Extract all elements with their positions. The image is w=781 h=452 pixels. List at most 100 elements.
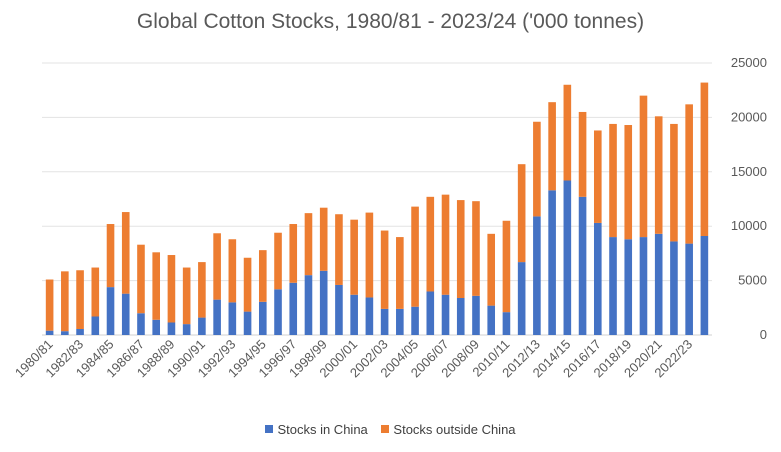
bar-outside-china xyxy=(487,233,496,306)
bar-outside-china xyxy=(167,255,176,323)
bar-outside-china xyxy=(426,196,435,292)
bar-outside-china xyxy=(61,271,69,332)
bar-outside-china xyxy=(396,237,404,309)
bar-china xyxy=(304,275,313,335)
bar-china xyxy=(258,301,267,335)
bar-china xyxy=(45,330,54,335)
bar-outside-china xyxy=(517,164,526,263)
bar-china xyxy=(670,241,678,335)
y-tick-label: 15000 xyxy=(731,164,767,179)
bar-outside-china xyxy=(624,125,633,240)
bar-outside-china xyxy=(106,224,115,288)
bar-outside-china xyxy=(365,212,374,298)
bar-china xyxy=(700,235,709,335)
bar-outside-china xyxy=(639,95,648,238)
bar-china xyxy=(91,316,100,335)
bar-outside-china xyxy=(228,239,237,303)
bar-outside-china xyxy=(502,220,511,313)
bar-outside-china xyxy=(350,219,358,295)
bar-china xyxy=(517,262,526,335)
bar-outside-china xyxy=(45,279,54,331)
bar-china xyxy=(365,297,374,335)
bar-china xyxy=(319,270,328,335)
bar-outside-china xyxy=(548,102,556,191)
bar-outside-china xyxy=(304,213,313,276)
legend-label-china: Stocks in China xyxy=(277,421,368,437)
bar-outside-china xyxy=(335,214,343,285)
y-axis-ticks: 0 5000 10000 15000 20000 25000 xyxy=(731,55,767,342)
bar-china xyxy=(639,237,648,335)
bar-china xyxy=(152,319,161,335)
bar-china xyxy=(243,311,252,335)
y-tick-label: 20000 xyxy=(731,109,767,124)
bar-china xyxy=(548,190,556,335)
bar-outside-china xyxy=(152,252,161,320)
bar-outside-china xyxy=(121,212,130,294)
bar-outside-china xyxy=(456,200,465,299)
bar-outside-china xyxy=(274,232,282,290)
bar-outside-china xyxy=(411,206,419,307)
legend-swatch-china xyxy=(265,425,274,433)
legend-item-china: Stocks in China xyxy=(265,421,368,437)
bar-series xyxy=(45,82,709,335)
y-tick-label: 5000 xyxy=(738,273,767,288)
bar-china xyxy=(137,313,145,335)
legend-swatch-outside-china xyxy=(381,425,390,433)
bar-china xyxy=(380,308,389,335)
bar-outside-china xyxy=(670,123,678,242)
bar-china xyxy=(456,298,465,335)
bar-outside-china xyxy=(472,201,480,296)
chart-title: Global Cotton Stocks, 1980/81 - 2023/24 … xyxy=(136,10,645,33)
bar-china xyxy=(624,239,633,335)
legend-item-outside-china: Stocks outside China xyxy=(381,421,516,437)
bar-china xyxy=(335,284,343,335)
bar-china xyxy=(609,237,617,335)
y-tick-label: 25000 xyxy=(731,55,767,70)
bar-china xyxy=(274,289,282,335)
bar-china xyxy=(289,282,298,335)
y-tick-label: 10000 xyxy=(731,218,767,233)
bar-outside-china xyxy=(319,207,328,271)
bar-china xyxy=(350,294,358,335)
bar-outside-china xyxy=(76,270,84,330)
bar-china xyxy=(228,302,237,335)
bar-china xyxy=(563,180,572,335)
bar-outside-china xyxy=(563,84,572,181)
bar-china xyxy=(167,322,176,335)
bar-china xyxy=(593,222,602,335)
y-tick-label: 0 xyxy=(760,327,767,342)
bar-outside-china xyxy=(182,267,191,325)
x-axis-ticks: 1980/811982/831984/851986/871988/891990/… xyxy=(12,337,695,381)
bar-china xyxy=(426,291,435,335)
bar-outside-china xyxy=(258,250,267,302)
bar-china xyxy=(578,196,587,335)
bar-china xyxy=(76,329,84,335)
bar-outside-china xyxy=(685,104,693,244)
bar-outside-china xyxy=(289,224,298,283)
bar-china xyxy=(213,299,221,335)
bar-outside-china xyxy=(593,130,602,223)
bar-outside-china xyxy=(700,82,709,236)
bar-outside-china xyxy=(91,267,100,317)
bar-china xyxy=(396,308,404,335)
legend-label-outside-china: Stocks outside China xyxy=(393,421,516,437)
bar-china xyxy=(106,287,115,335)
bar-china xyxy=(198,317,206,335)
bar-china xyxy=(472,295,480,335)
bar-outside-china xyxy=(533,121,541,217)
bar-china xyxy=(487,305,496,335)
bar-china xyxy=(61,331,69,335)
bar-outside-china xyxy=(243,257,252,312)
bar-outside-china xyxy=(137,244,145,314)
legend: Stocks in China Stocks outside China xyxy=(0,421,781,437)
bar-china xyxy=(121,293,130,335)
bar-outside-china xyxy=(213,233,221,300)
bar-china xyxy=(654,233,663,335)
bar-outside-china xyxy=(380,230,389,309)
bar-china xyxy=(182,324,191,335)
bar-outside-china xyxy=(578,111,587,197)
bar-china xyxy=(441,294,450,335)
bar-china xyxy=(533,216,541,335)
bar-china xyxy=(685,243,693,335)
